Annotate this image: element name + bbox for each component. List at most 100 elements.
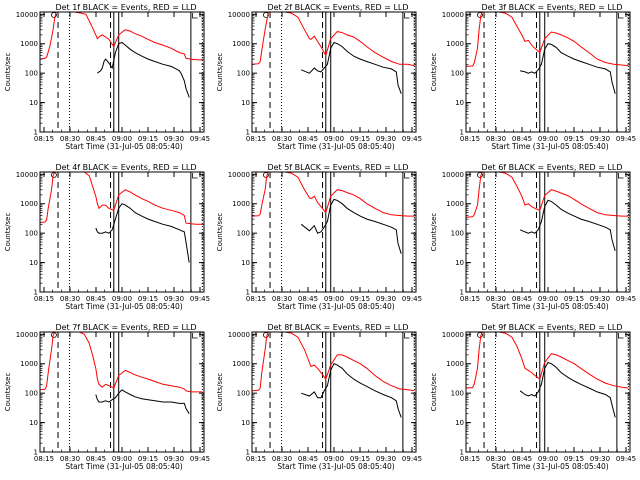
marker-bracket [404,13,410,19]
y-tick-label: 10000 [228,11,250,19]
chart-panel: Det 8f BLACK = Events, RED = LLD 1 10 100 10… [216,323,422,471]
y-tick-label: 10 [29,259,38,267]
x-tick-label: 09:45 [616,135,636,143]
y-tick-label: 1000 [232,360,250,368]
chart-panel: Det 1f BLACK = Events, RED = LLD 1 10 100 10… [4,3,210,151]
plot-frame [465,11,631,133]
events-series-line [519,199,616,252]
events-series-line [97,41,190,98]
y-tick-label: 1000 [232,40,250,48]
chart-panel: Det 7f BLACK = Events, RED = LLD 1 10 100 10… [4,323,210,471]
x-tick-label: 09:30 [376,455,396,463]
chart-panel: Det 2f BLACK = Events, RED = LLD 1 10 100 10… [216,3,422,151]
x-tick-label: 08:30 [272,455,292,463]
y-tick-label: 100 [25,390,38,398]
x-tick-label: 09:00 [324,455,344,463]
y-tick-label: 100 [451,230,464,238]
y-tick-label: 100 [237,230,250,238]
plot-frame [465,171,631,293]
y-tick-label: 10 [455,259,464,267]
y-tick-label: 1000 [446,200,464,208]
plot-frame [251,331,417,453]
x-tick-label: 09:15 [350,295,370,303]
x-tick-label: 09:00 [112,295,132,303]
y-tick-label: 1000 [20,360,38,368]
y-tick-label: 100 [237,390,250,398]
x-tick-label: 08:30 [486,135,506,143]
y-tick-label: 1 [34,289,38,297]
y-tick-label: 10 [241,259,250,267]
x-tick-label: 09:30 [590,455,610,463]
plot-frame [39,11,205,133]
x-tick-label: 09:15 [138,295,158,303]
x-tick-label: 08:30 [486,295,506,303]
chart-title: Det 4f BLACK = Events, RED = LLD [55,163,196,172]
x-tick-label: 09:00 [112,455,132,463]
x-tick-label: 09:15 [564,455,584,463]
y-tick-label: 10000 [228,331,250,339]
x-tick-label: 09:15 [350,455,370,463]
lld-series-line [40,172,203,225]
x-axis-label: Start Time (31-Jul-05 08:05:40) [65,462,182,471]
marker-bracket [404,333,410,339]
x-tick-label: 09:45 [190,455,210,463]
y-tick-label: 100 [451,70,464,78]
plot-frame [39,171,205,293]
events-series-line [301,41,402,94]
y-tick-label: 10 [241,419,250,427]
y-tick-label: 10 [455,99,464,107]
y-tick-label: 100 [237,70,250,78]
x-tick-label: 09:15 [350,135,370,143]
x-tick-label: 09:45 [402,455,422,463]
lld-series-line [466,332,629,389]
x-tick-label: 09:45 [190,295,210,303]
y-tick-label: 10 [455,419,464,427]
x-tick-label: 09:00 [112,135,132,143]
x-tick-label: 08:45 [86,295,106,303]
y-tick-label: 10000 [16,171,38,179]
events-series-line [519,361,616,418]
chart-title: Det 2f BLACK = Events, RED = LLD [267,3,408,12]
y-tick-label: 10000 [16,11,38,19]
chart-panel: Det 3f BLACK = Events, RED = LLD 1 10 100 10… [430,3,636,151]
y-tick-label: 10000 [442,11,464,19]
y-tick-label: 10 [29,99,38,107]
lld-series-line [252,332,415,392]
y-tick-label: 10000 [16,331,38,339]
x-tick-label: 09:30 [376,135,396,143]
x-tick-label: 08:30 [486,455,506,463]
chart-title: Det 8f BLACK = Events, RED = LLD [267,323,408,332]
chart-title: Det 3f BLACK = Events, RED = LLD [481,3,622,12]
y-axis-label: Counts/sec [216,53,224,92]
lld-series-line [252,172,415,217]
events-series-line [95,203,190,263]
x-tick-label: 09:45 [616,295,636,303]
y-tick-label: 1000 [446,360,464,368]
y-tick-label: 100 [451,390,464,398]
chart-panel: Det 6f BLACK = Events, RED = LLD 1 10 100 10… [430,163,636,311]
lld-series-line [40,332,203,393]
x-tick-label: 08:15 [460,135,480,143]
x-axis-label: Start Time (31-Jul-05 08:05:40) [277,142,394,151]
x-tick-label: 08:15 [34,455,54,463]
y-tick-label: 10 [241,99,250,107]
y-tick-label: 1000 [20,40,38,48]
chart-panel: Det 9f BLACK = Events, RED = LLD 1 10 100 10… [430,323,636,471]
y-tick-label: 1 [460,449,464,457]
y-axis-label: Counts/sec [4,373,12,412]
lld-series-line [466,172,629,218]
x-tick-label: 08:15 [34,135,54,143]
y-tick-label: 1 [460,289,464,297]
y-tick-label: 10000 [442,331,464,339]
x-tick-label: 08:15 [246,295,266,303]
y-tick-label: 10000 [228,171,250,179]
x-tick-label: 09:30 [164,455,184,463]
y-tick-label: 1000 [20,200,38,208]
plot-frame [251,11,417,133]
marker-bracket [192,333,198,339]
chart-title: Det 9f BLACK = Events, RED = LLD [481,323,622,332]
x-tick-label: 08:30 [272,135,292,143]
lld-series-line [466,12,629,67]
lld-series-line [252,12,415,67]
events-series-line [301,363,402,418]
